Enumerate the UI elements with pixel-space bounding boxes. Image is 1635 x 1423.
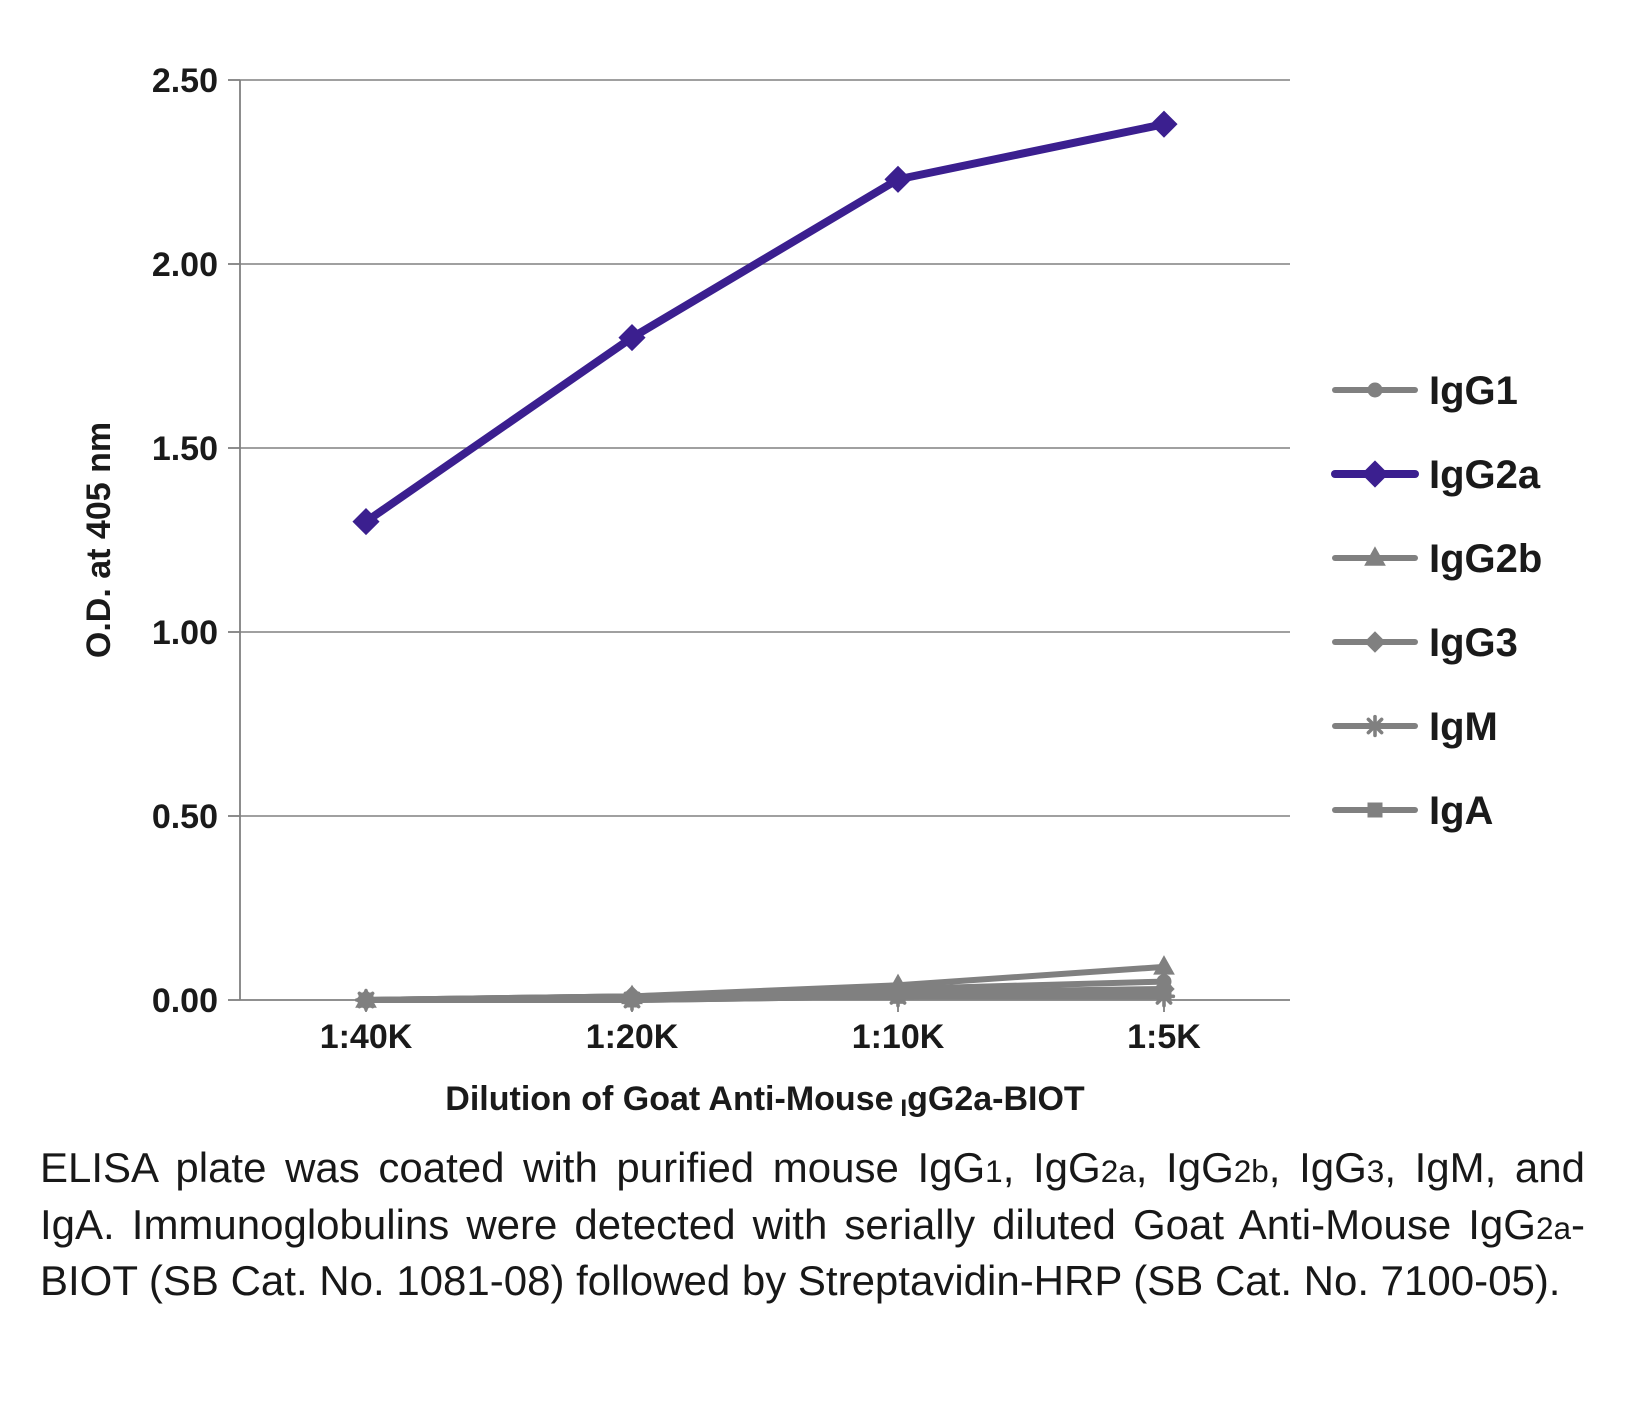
legend-item-IgG1: IgG1 [1335,369,1518,413]
legend-label: IgA [1429,789,1493,833]
legend: IgG1 IgG2a IgG2b IgG3 IgM IgA [1335,369,1542,833]
legend-label: IgM [1429,705,1498,749]
legend-label: IgG2a [1429,453,1541,497]
y-axis-label: O.D. at 405 nm [80,422,118,658]
legend-item-IgG2b: IgG2b [1335,537,1542,581]
legend-label: IgG1 [1429,369,1518,413]
y-tick-label: 2.50 [152,62,218,100]
series-IgG2a [353,111,1177,534]
chart-area: 0.00 0.50 1.00 1.50 2.00 2.50 1:40K 1:20K 1:10K 1… [40,40,1595,1120]
y-tick-label: 1.50 [152,430,218,468]
x-tick-label: 1:20K [586,1018,679,1056]
legend-item-IgG2a: IgG2a [1335,453,1541,497]
x-tick-label: 1:10K [852,1018,945,1056]
figure-caption: ELISA plate was coated with purified mou… [40,1140,1595,1310]
y-tick-label: 0.50 [152,798,218,836]
legend-item-IgG3: IgG3 [1335,621,1518,665]
x-tick-label: 1:5K [1127,1018,1201,1056]
y-tick-label: 0.00 [152,982,218,1020]
legend-item-IgA: IgA [1335,789,1493,833]
legend-item-IgM: IgM [1335,705,1498,749]
legend-label: IgG2b [1429,537,1542,581]
x-axis-label: Dilution of Goat Anti-Mouse IgG2a-BIOT [445,1080,1085,1120]
y-tick-label: 2.00 [152,246,218,284]
x-tick-label: 1:40K [320,1018,413,1056]
line-chart: 0.00 0.50 1.00 1.50 2.00 2.50 1:40K 1:20K 1:10K 1… [40,40,1595,1120]
legend-label: IgG3 [1429,621,1518,665]
y-tick-label: 1.00 [152,614,218,652]
figure-container: 0.00 0.50 1.00 1.50 2.00 2.50 1:40K 1:20K 1:10K 1… [40,40,1595,1310]
